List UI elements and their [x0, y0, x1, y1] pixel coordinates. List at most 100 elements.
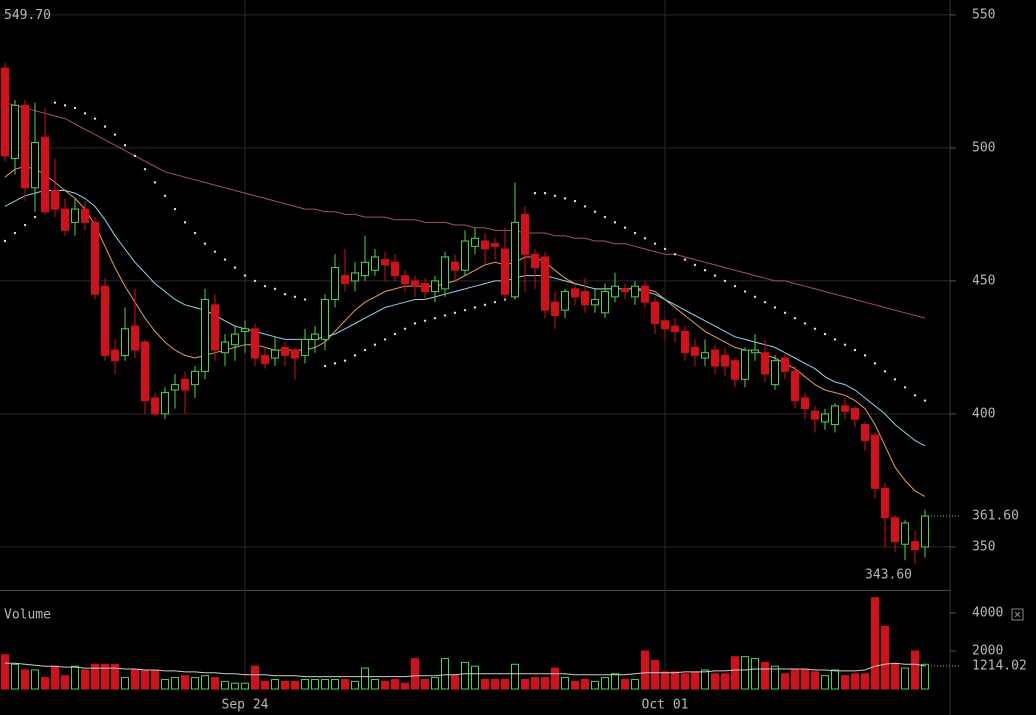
- candle-body: [801, 397, 809, 410]
- volume-bar: [571, 680, 579, 690]
- sar-dot: [723, 279, 727, 283]
- sar-dot: [173, 207, 177, 211]
- candle-body: [891, 517, 899, 543]
- candle-body: [261, 354, 269, 364]
- candle-body: [911, 541, 919, 551]
- sar-dot: [693, 263, 697, 267]
- candle-body: [401, 275, 409, 285]
- sar-dot: [743, 290, 747, 293]
- volume-bar: [11, 663, 19, 690]
- sar-dot: [123, 144, 127, 147]
- sar-dot: [363, 348, 367, 352]
- volume-bar: [451, 675, 459, 690]
- candle-body: [131, 325, 139, 351]
- volume-bar: [121, 677, 129, 690]
- sar-dot: [473, 306, 477, 309]
- sar-dot: [833, 338, 837, 341]
- candle-body: [601, 291, 609, 314]
- candle-body: [681, 330, 689, 354]
- sar-dot: [113, 133, 117, 136]
- volume-bar: [521, 678, 529, 690]
- indicator-line: [5, 662, 926, 678]
- volume-bar: [201, 675, 209, 690]
- candle-body: [771, 360, 779, 386]
- sar-dot: [733, 285, 737, 288]
- volume-bar: [731, 656, 739, 690]
- volume-bar: [511, 663, 519, 690]
- sar-dot: [153, 181, 157, 184]
- sar-dot: [793, 316, 797, 320]
- volume-bar: [181, 675, 189, 690]
- candle-body: [381, 259, 389, 266]
- y-tick-label: 500: [972, 140, 995, 155]
- candle-body: [461, 240, 469, 271]
- volume-bar: [321, 678, 329, 690]
- candle-body: [731, 360, 739, 380]
- candle-body: [841, 405, 849, 412]
- candle-body: [341, 275, 349, 285]
- sar-dot: [673, 253, 677, 256]
- volume-bar: [281, 680, 289, 690]
- volume-bar: [801, 669, 809, 690]
- volume-bar: [431, 677, 439, 690]
- sar-dot: [13, 231, 17, 235]
- candle-body: [361, 261, 369, 277]
- volume-bar: [591, 680, 599, 690]
- sar-dot: [823, 332, 827, 336]
- sar-dot: [683, 258, 687, 261]
- sar-dot: [543, 191, 547, 195]
- sar-dot: [343, 359, 347, 362]
- volume-bar: [211, 677, 219, 690]
- volume-bar: [621, 678, 629, 690]
- x-tick-label: Oct 01: [642, 698, 689, 713]
- sar-dot: [463, 308, 467, 312]
- candle-body: [371, 256, 379, 271]
- volume-bar: [101, 663, 109, 690]
- volume-bar: [871, 597, 879, 690]
- candle-body: [751, 349, 759, 354]
- candle-body: [531, 253, 539, 269]
- candle-body: [641, 285, 649, 303]
- volume-bar: [861, 673, 869, 690]
- volume-bar: [241, 682, 249, 690]
- volume-bar: [391, 678, 399, 690]
- candle-body: [311, 333, 319, 340]
- volume-bar: [761, 661, 769, 690]
- sar-dot: [33, 215, 37, 219]
- candle-body: [321, 299, 329, 340]
- volume-bar: [851, 673, 859, 690]
- candle-body: [231, 333, 239, 346]
- sar-dot: [423, 319, 427, 323]
- candle-body: [241, 328, 249, 332]
- candle-body: [71, 208, 79, 223]
- volume-bar: [751, 658, 759, 690]
- candle-body: [281, 346, 289, 356]
- close-button[interactable]: [1011, 608, 1024, 621]
- sar-dot: [553, 194, 557, 197]
- sar-dot: [753, 295, 757, 299]
- volume-bar: [331, 678, 339, 690]
- volume-bar: [291, 680, 299, 690]
- volume-bar: [691, 671, 699, 690]
- volume-bar: [791, 669, 799, 690]
- volume-bar: [191, 677, 199, 690]
- volume-bar: [681, 673, 689, 690]
- sar-dot: [783, 311, 787, 315]
- candle-body: [331, 267, 339, 301]
- volume-bar: [661, 671, 669, 690]
- candle-body: [181, 378, 189, 391]
- volume-bar: [501, 678, 509, 690]
- candle-body: [101, 285, 109, 356]
- volume-bar: [91, 663, 99, 690]
- volume-bar: [491, 678, 499, 690]
- sar-dot: [443, 314, 447, 317]
- volume-bar: [711, 673, 719, 690]
- sar-dot: [883, 370, 887, 373]
- volume-bar: [341, 678, 349, 690]
- sar-dot: [593, 210, 597, 213]
- volume-bar: [81, 669, 89, 690]
- sar-dot: [203, 242, 207, 245]
- candle-body: [921, 515, 929, 548]
- volume-bar: [171, 677, 179, 690]
- volume-bar: [611, 673, 619, 690]
